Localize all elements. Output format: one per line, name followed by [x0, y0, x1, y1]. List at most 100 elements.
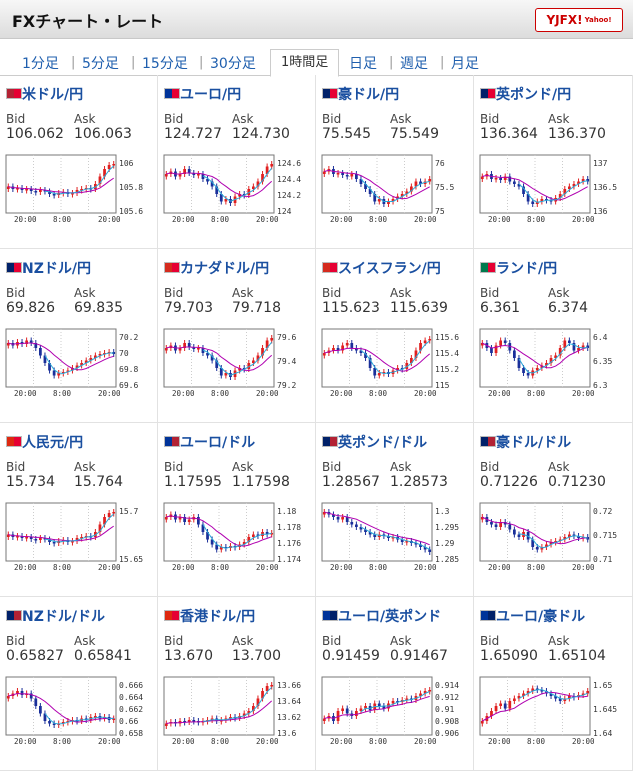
pair-name[interactable]: スイスフラン/円 — [338, 261, 441, 277]
tab-4[interactable]: 1時間足 — [270, 49, 340, 77]
candle-body — [25, 189, 28, 191]
brand-logo[interactable]: YJFX! Yahoo! — [535, 8, 623, 32]
tab-3[interactable]: 30分足 — [210, 56, 256, 72]
x-tick-label: 8:00 — [211, 215, 230, 224]
pair-card[interactable]: ユーロ/英ポンド Bid Ask 0.91459 0.91467 0.914 0.912 0.… — [316, 597, 474, 771]
candle-body — [210, 355, 214, 361]
x-tick-label: 20:00 — [572, 389, 595, 398]
candle-body — [229, 717, 232, 719]
candle-body — [382, 372, 386, 374]
candle-body — [526, 194, 530, 202]
pair-card[interactable]: カナダドル/円 Bid Ask 79.703 79.718 79.6 79.4 79.2 20:… — [158, 249, 316, 423]
pair-card[interactable]: 香港ドル/円 Bid Ask 13.670 13.700 13.66 13.64 13.62 1… — [158, 597, 316, 771]
candle-body — [34, 191, 38, 193]
pair-name[interactable]: ユーロ/豪ドル — [496, 609, 586, 625]
tab-2[interactable]: 15分足 — [142, 56, 188, 72]
flag-icon — [164, 262, 180, 273]
candle-body — [48, 539, 51, 542]
x-tick-label: 20:00 — [256, 215, 279, 224]
candle-body — [513, 698, 516, 701]
pair-name[interactable]: NZドル/ドル — [22, 609, 105, 625]
candle-body — [480, 343, 484, 346]
candle-body — [382, 534, 386, 536]
tab-7[interactable]: 月足 — [451, 56, 479, 72]
y-tick-label: 0.66 — [119, 717, 138, 726]
tab-1[interactable]: 5分足 — [82, 56, 119, 72]
pair-card[interactable]: ユーロ/円 Bid Ask 124.727 124.730 124.6 124.4 124.2… — [158, 75, 316, 249]
pair-name[interactable]: 豪ドル/円 — [338, 87, 400, 103]
x-tick-label: 20:00 — [488, 389, 511, 398]
pair-card[interactable]: スイスフラン/円 Bid Ask 115.623 115.639 115.6 115.4 11… — [316, 249, 474, 423]
ma-long-line — [8, 692, 114, 723]
candle-body — [526, 691, 530, 694]
pair-card[interactable]: 人民元/円 Bid Ask 15.734 15.764 15.7 15.65 20:00 8:0… — [0, 423, 158, 597]
flag-icon — [6, 436, 22, 447]
tab-separator: | — [440, 55, 445, 70]
y-tick-label: 105.8 — [119, 183, 143, 192]
candle-body — [350, 343, 354, 348]
candle-body — [322, 353, 326, 356]
candle-body — [513, 350, 516, 358]
pair-card[interactable]: ユーロ/ドル Bid Ask 1.17595 1.17598 1.18 1.178 1.176… — [158, 423, 316, 597]
pair-name[interactable]: カナダドル/円 — [180, 261, 270, 277]
y-tick-label: 13.66 — [277, 681, 301, 690]
y-tick-label: 0.715 — [593, 531, 617, 540]
tab-5[interactable]: 日足 — [349, 56, 377, 72]
x-tick-label: 20:00 — [98, 389, 121, 398]
pair-name[interactable]: ユーロ/英ポンド — [338, 609, 442, 625]
pair-card[interactable]: 英ポンド/円 Bid Ask 136.364 136.370 137 136.5 136 20:… — [474, 75, 633, 249]
pair-card[interactable]: 豪ドル/円 Bid Ask 75.545 75.549 76 75.5 75 20:00 8:00… — [316, 75, 474, 249]
ma-long-line — [324, 695, 430, 720]
flag-icon — [6, 262, 22, 273]
pair-card[interactable]: ユーロ/豪ドル Bid Ask 1.65090 1.65104 1.65 1.645 1.64… — [474, 597, 633, 771]
y-tick-label: 75.5 — [435, 183, 454, 192]
candle-body — [215, 186, 219, 194]
candle-body — [84, 360, 88, 363]
candle-body — [224, 718, 228, 720]
pair-card[interactable]: 米ドル/円 Bid Ask 106.062 106.063 106 105.8 105.6 20… — [0, 75, 158, 249]
flag-icon — [480, 262, 496, 273]
pair-card[interactable]: NZドル/円 Bid Ask 69.826 69.835 70.2 70 69.8 69.6 20… — [0, 249, 158, 423]
x-tick-label: 8:00 — [527, 563, 546, 572]
pair-name[interactable]: 香港ドル/円 — [180, 609, 256, 625]
candle-body — [265, 532, 269, 535]
pair-name[interactable]: 英ポンド/ドル — [338, 435, 428, 451]
pair-name[interactable]: NZドル/円 — [22, 261, 91, 277]
bid-value: 124.727 — [164, 126, 222, 142]
ask-value: 75.549 — [390, 126, 439, 142]
candle-body — [396, 368, 399, 371]
ma-long-line — [166, 515, 272, 547]
x-tick-label: 20:00 — [488, 737, 511, 746]
x-tick-label: 20:00 — [488, 215, 511, 224]
pair-name[interactable]: 豪ドル/ドル — [496, 435, 572, 451]
pair-name[interactable]: ユーロ/ドル — [180, 435, 256, 451]
candle-body — [405, 698, 409, 700]
tab-6[interactable]: 週足 — [400, 56, 428, 72]
pair-name[interactable]: 英ポンド/円 — [496, 87, 572, 103]
candle-body — [210, 181, 214, 187]
candle-body — [410, 358, 413, 363]
price-chart: 79.679.479.220:00 8:00 20:00 — [163, 328, 296, 398]
pair-card[interactable]: ランド/円 Bid Ask 6.361 6.374 6.4 6.35 6.3 20:00 8:00… — [474, 249, 633, 423]
candle-body — [554, 355, 557, 358]
ma-short-line — [202, 341, 273, 376]
pair-card[interactable]: NZドル/ドル Bid Ask 0.65827 0.65841 0.666 0.664 0.6… — [0, 597, 158, 771]
tab-0[interactable]: 1分足 — [22, 56, 59, 72]
ask-label: Ask — [390, 460, 412, 474]
bid-label: Bid — [480, 634, 500, 648]
pair-card[interactable]: 豪ドル/ドル Bid Ask 0.71226 0.71230 0.72 0.715 0.71 2… — [474, 423, 633, 597]
candle-body — [568, 340, 571, 343]
y-tick-label: 6.4 — [593, 333, 608, 342]
pair-card[interactable]: 英ポンド/ドル Bid Ask 1.28567 1.28573 1.3 1.295 1.29 1… — [316, 423, 474, 597]
y-tick-label: 79.6 — [277, 333, 296, 342]
pair-name[interactable]: ユーロ/円 — [180, 87, 242, 103]
pair-name[interactable]: 米ドル/円 — [22, 87, 84, 103]
y-tick-label: 0.914 — [435, 681, 459, 690]
pair-name[interactable]: 人民元/円 — [22, 435, 84, 451]
x-tick-label: 20:00 — [330, 389, 353, 398]
candle-body — [75, 365, 79, 368]
pair-name[interactable]: ランド/円 — [496, 261, 558, 277]
candle-body — [164, 517, 168, 520]
